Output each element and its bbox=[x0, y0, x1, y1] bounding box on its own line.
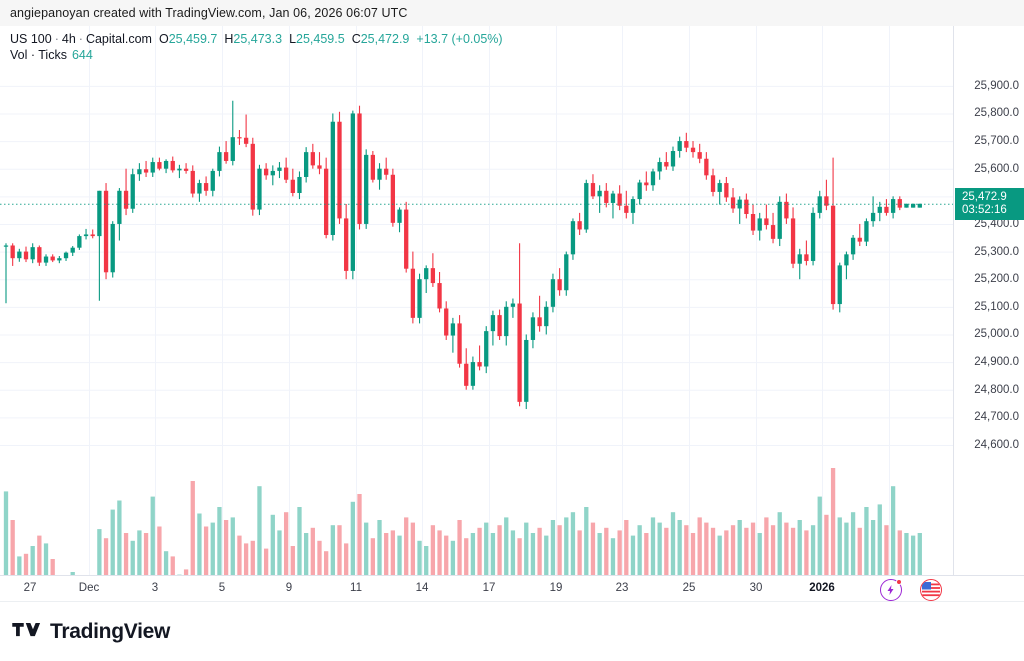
time-tick-label: Dec bbox=[78, 582, 100, 594]
footer-bar: TradingView bbox=[0, 601, 1024, 661]
tradingview-brand-text: TradingView bbox=[50, 619, 171, 643]
time-tick-label: 30 bbox=[749, 582, 763, 594]
price-tick-label: 24,800.0 bbox=[974, 383, 1019, 396]
plot-area[interactable] bbox=[0, 26, 953, 601]
time-tick-label: 11 bbox=[350, 582, 362, 594]
price-tick-label: 24,600.0 bbox=[974, 438, 1019, 451]
time-tick-label: 2026 bbox=[809, 582, 835, 594]
time-tick-label: 25 bbox=[682, 582, 696, 594]
price-tick-label: 24,700.0 bbox=[974, 411, 1019, 424]
time-tick-label: 27 bbox=[23, 582, 37, 594]
notification-dot-icon bbox=[896, 579, 902, 585]
chart-pane[interactable]: US 100 · 4h · Capital.com O25,459.7 H25,… bbox=[0, 26, 1024, 601]
price-tick-label: 25,400.0 bbox=[974, 217, 1019, 230]
price-tick-label: 25,200.0 bbox=[974, 273, 1019, 286]
time-tick-label: 5 bbox=[218, 582, 226, 594]
price-tick-label: 24,900.0 bbox=[974, 356, 1019, 369]
price-tick-label: 25,600.0 bbox=[974, 162, 1019, 175]
time-tick-label: 23 bbox=[615, 582, 629, 594]
time-tick-label: 19 bbox=[549, 582, 563, 594]
lightning-bolt-icon[interactable] bbox=[880, 579, 902, 601]
price-tick-label: 25,300.0 bbox=[974, 245, 1019, 258]
current-price-value: 25,472.9 bbox=[962, 190, 1007, 203]
time-tick-label: 9 bbox=[285, 582, 293, 594]
attribution-text: angiepanoyan created with TradingView.co… bbox=[10, 6, 408, 20]
time-tick-label: 3 bbox=[151, 582, 159, 594]
price-scale[interactable]: 25,900.025,800.025,700.025,600.025,500.0… bbox=[953, 26, 1024, 604]
price-tick-label: 25,800.0 bbox=[974, 107, 1019, 120]
floating-icon-group[interactable] bbox=[880, 579, 942, 601]
price-tick-label: 25,700.0 bbox=[974, 135, 1019, 148]
price-tick-label: 25,000.0 bbox=[974, 328, 1019, 341]
current-price-badge[interactable]: 25,472.9 03:52:16 bbox=[955, 187, 1024, 220]
bar-countdown: 03:52:16 bbox=[962, 203, 1007, 216]
attribution-bar: angiepanoyan created with TradingView.co… bbox=[0, 0, 1024, 26]
tradingview-logo-icon[interactable]: TradingView bbox=[12, 620, 170, 644]
us-flag-icon[interactable] bbox=[920, 579, 942, 601]
candlestick-series bbox=[0, 100, 953, 598]
chart-gridlines bbox=[0, 26, 953, 601]
price-tick-label: 25,100.0 bbox=[974, 300, 1019, 313]
time-tick-label: 14 bbox=[415, 582, 429, 594]
time-tick-label: 17 bbox=[482, 582, 496, 594]
price-tick-label: 25,900.0 bbox=[974, 79, 1019, 92]
time-scale[interactable]: 27Dec3591114171923253020266 bbox=[0, 575, 1024, 601]
